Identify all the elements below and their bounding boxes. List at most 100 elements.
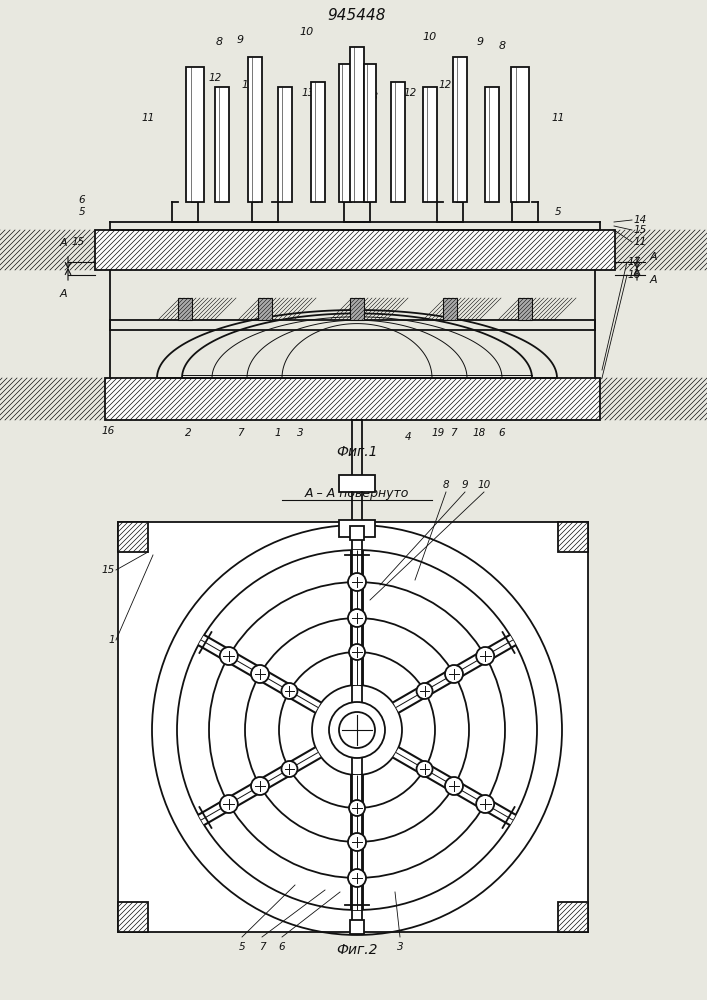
Text: 13: 13 (339, 92, 351, 102)
Text: 3: 3 (397, 942, 403, 952)
Text: 3: 3 (297, 428, 303, 438)
Text: 15: 15 (71, 237, 85, 247)
Bar (350, 47, 364, 202)
Bar (511, 67, 529, 202)
Circle shape (348, 833, 366, 851)
Circle shape (477, 795, 494, 813)
Text: А – А повернуто: А – А повернуто (305, 487, 409, 500)
Text: 5: 5 (78, 207, 85, 217)
Polygon shape (558, 522, 588, 552)
Bar (339, 475, 375, 492)
Circle shape (445, 777, 463, 795)
Circle shape (477, 647, 494, 665)
Circle shape (445, 665, 463, 683)
Bar (518, 298, 532, 320)
Text: 14: 14 (633, 215, 646, 225)
Text: 9: 9 (236, 35, 244, 45)
Text: 8: 8 (443, 480, 450, 490)
Text: 10: 10 (300, 27, 314, 37)
Bar (178, 298, 192, 320)
Bar (350, 526, 364, 540)
Bar (278, 87, 292, 202)
Text: А: А (650, 252, 658, 262)
Text: Фиг.1: Фиг.1 (337, 445, 378, 459)
Bar (453, 57, 467, 202)
Bar (95, 230, 615, 270)
Text: 7: 7 (450, 428, 456, 438)
Polygon shape (118, 522, 148, 552)
Text: А: А (59, 289, 67, 299)
Text: 6: 6 (279, 942, 286, 952)
Text: 1: 1 (275, 428, 281, 438)
Text: 6: 6 (78, 195, 85, 205)
Circle shape (349, 644, 365, 660)
Bar (364, 64, 376, 202)
Text: 15: 15 (633, 225, 646, 235)
Bar (118, 522, 588, 932)
Text: 7: 7 (237, 428, 243, 438)
Text: 19: 19 (431, 428, 445, 438)
Text: А: А (650, 275, 658, 285)
Text: 12: 12 (404, 88, 416, 98)
Circle shape (416, 761, 433, 777)
Polygon shape (558, 902, 588, 932)
Text: 945448: 945448 (328, 7, 386, 22)
Text: 10: 10 (423, 32, 437, 42)
Circle shape (339, 712, 375, 748)
Circle shape (251, 665, 269, 683)
Text: 9: 9 (462, 480, 468, 490)
Bar (485, 87, 499, 202)
Text: 10: 10 (477, 480, 491, 490)
Circle shape (251, 777, 269, 795)
Text: Фиг.2: Фиг.2 (337, 943, 378, 957)
Text: 12: 12 (241, 80, 255, 90)
Circle shape (281, 761, 298, 777)
Text: 16: 16 (628, 270, 641, 280)
Circle shape (329, 702, 385, 758)
Text: 1: 1 (108, 635, 115, 645)
Text: 15: 15 (102, 565, 115, 575)
Circle shape (349, 800, 365, 816)
Polygon shape (118, 902, 148, 932)
Bar (258, 298, 272, 320)
Text: 12: 12 (209, 73, 221, 83)
Circle shape (281, 683, 298, 699)
Text: 4: 4 (404, 432, 411, 442)
Text: 9: 9 (477, 37, 484, 47)
Text: 7: 7 (259, 942, 265, 952)
Text: 5: 5 (239, 942, 245, 952)
Bar (339, 64, 351, 202)
Circle shape (220, 795, 238, 813)
Bar (350, 298, 364, 320)
Text: 5: 5 (555, 207, 561, 217)
Bar (186, 67, 204, 202)
Text: 11: 11 (633, 237, 646, 247)
Text: 11: 11 (141, 113, 155, 123)
Text: А: А (59, 238, 67, 248)
Text: 8: 8 (498, 41, 506, 51)
Circle shape (416, 683, 433, 699)
Text: 18: 18 (472, 428, 486, 438)
Text: 12: 12 (438, 80, 452, 90)
Bar (105, 378, 600, 420)
Text: 11: 11 (551, 113, 565, 123)
Text: 13: 13 (366, 92, 379, 102)
Bar (215, 87, 229, 202)
Bar (423, 87, 437, 202)
Circle shape (348, 609, 366, 627)
Text: 6: 6 (498, 428, 506, 438)
Bar (311, 82, 325, 202)
Circle shape (348, 573, 366, 591)
Text: 17: 17 (628, 257, 641, 267)
Bar (443, 298, 457, 320)
Text: 16: 16 (101, 426, 115, 436)
Bar (248, 57, 262, 202)
Bar (350, 920, 364, 934)
Circle shape (348, 869, 366, 887)
Text: 8: 8 (216, 37, 223, 47)
Circle shape (220, 647, 238, 665)
Bar (391, 82, 405, 202)
Text: 2: 2 (185, 428, 192, 438)
Bar (339, 520, 375, 537)
Text: 13: 13 (301, 88, 315, 98)
